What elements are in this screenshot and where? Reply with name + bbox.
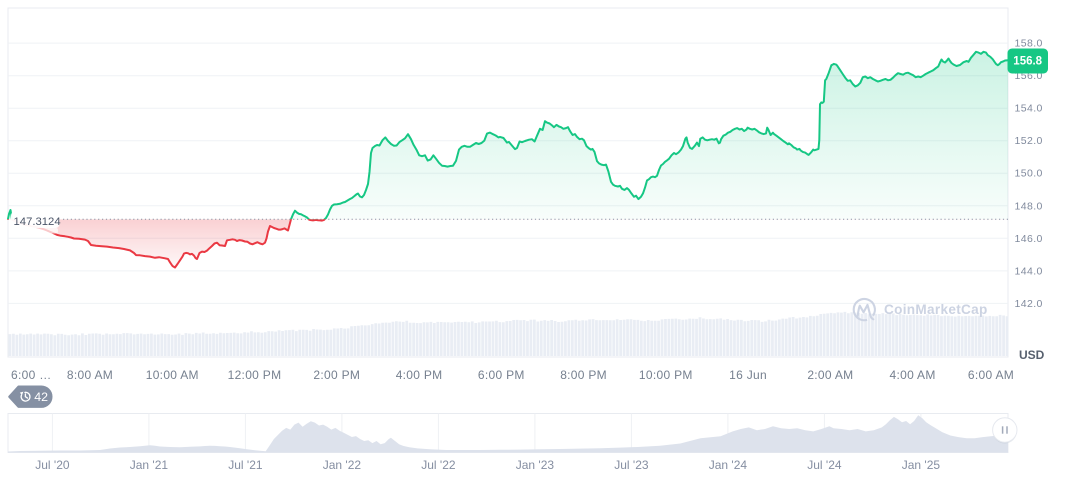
svg-text:8:00 AM: 8:00 AM <box>67 368 113 382</box>
svg-text:10:00 AM: 10:00 AM <box>146 368 199 382</box>
svg-text:152.0: 152.0 <box>1015 135 1043 147</box>
svg-text:42: 42 <box>34 390 48 404</box>
svg-text:142.0: 142.0 <box>1015 298 1043 310</box>
svg-text:Jan '25: Jan '25 <box>902 458 941 472</box>
svg-text:USD: USD <box>1019 348 1045 362</box>
svg-text:144.0: 144.0 <box>1015 265 1043 277</box>
svg-text:Jan '22: Jan '22 <box>323 458 362 472</box>
svg-text:Jul '23: Jul '23 <box>614 458 649 472</box>
svg-text:154.0: 154.0 <box>1015 103 1043 115</box>
svg-text:150.0: 150.0 <box>1015 168 1043 180</box>
svg-text:4:00 PM: 4:00 PM <box>396 368 443 382</box>
svg-text:6:00 …: 6:00 … <box>11 368 52 382</box>
svg-text:Jan '23: Jan '23 <box>516 458 555 472</box>
svg-text:Jan '21: Jan '21 <box>130 458 169 472</box>
svg-text:Jul '22: Jul '22 <box>421 458 456 472</box>
svg-text:Jul '21: Jul '21 <box>228 458 263 472</box>
svg-text:16 Jun: 16 Jun <box>729 368 767 382</box>
svg-text:CoinMarketCap: CoinMarketCap <box>884 302 988 317</box>
svg-text:Jan '24: Jan '24 <box>709 458 748 472</box>
svg-text:146.0: 146.0 <box>1015 233 1043 245</box>
svg-text:12:00 PM: 12:00 PM <box>228 368 282 382</box>
svg-text:147.3124: 147.3124 <box>14 216 61 228</box>
svg-text:2:00 AM: 2:00 AM <box>807 368 853 382</box>
svg-text:4:00 AM: 4:00 AM <box>890 368 936 382</box>
svg-text:6:00 AM: 6:00 AM <box>968 368 1014 382</box>
svg-text:Jul '24: Jul '24 <box>807 458 842 472</box>
svg-text:8:00 PM: 8:00 PM <box>560 368 607 382</box>
svg-text:156.8: 156.8 <box>1013 56 1042 68</box>
svg-text:Jul '20: Jul '20 <box>35 458 70 472</box>
svg-text:158.0: 158.0 <box>1015 38 1043 50</box>
svg-text:10:00 PM: 10:00 PM <box>639 368 693 382</box>
svg-text:148.0: 148.0 <box>1015 200 1043 212</box>
svg-text:6:00 PM: 6:00 PM <box>478 368 525 382</box>
svg-text:2:00 PM: 2:00 PM <box>313 368 360 382</box>
